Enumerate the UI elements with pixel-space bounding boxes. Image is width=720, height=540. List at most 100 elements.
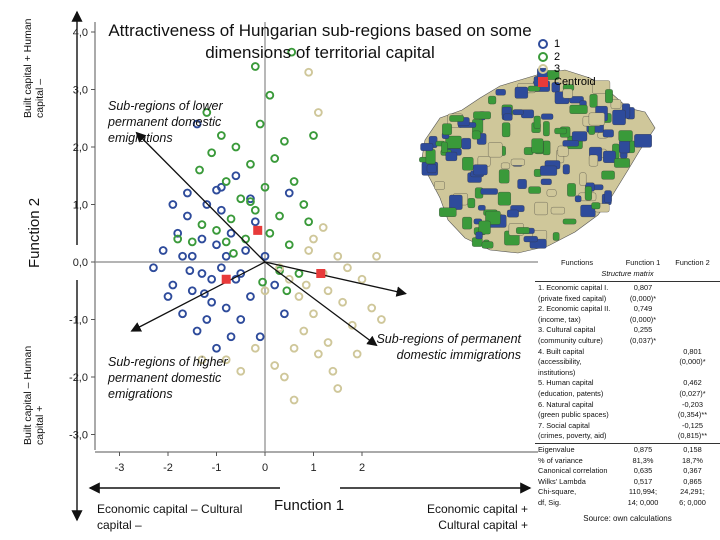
map-subregion <box>527 85 541 92</box>
map-subregion <box>569 104 588 114</box>
matrix-cell: (0,037)* <box>629 335 657 345</box>
table-header-function2: Function 2 <box>675 258 710 267</box>
map-subregion <box>434 181 445 190</box>
map-subregion <box>425 149 436 165</box>
stat-row: Chi-square, 110,994; 24,291; <box>535 487 720 498</box>
centroid-group-3 <box>316 269 326 278</box>
map-subregion <box>441 141 448 153</box>
legend: 1 2 3 Centroid <box>538 38 596 88</box>
stat-cell: 6; 0,000 <box>679 497 706 507</box>
map-subregion <box>501 162 510 170</box>
stat-cell: Canonical correlation <box>538 466 608 476</box>
stat-cell: 0,517 <box>633 476 653 486</box>
data-point-group-2 <box>246 159 255 169</box>
map-subregion <box>475 231 483 240</box>
map-subregion <box>604 190 612 203</box>
data-point-group-2 <box>212 226 221 235</box>
map-subregion <box>542 140 551 156</box>
data-point-group-2 <box>207 148 217 158</box>
source-note: Source: own calculations <box>583 514 672 524</box>
stat-cell: Wilks' Lambda <box>538 476 586 486</box>
data-point-group-3 <box>314 108 323 117</box>
matrix-cell: 0,255 <box>633 325 653 335</box>
stat-cell: 14; 0,000 <box>627 497 659 507</box>
data-point-group-1 <box>183 188 192 198</box>
data-point-group-2 <box>250 205 260 215</box>
stat-cell: 0,635 <box>633 466 653 476</box>
structure-matrix-table: Functions Function 1 Function 2 Structur… <box>535 258 720 525</box>
data-point-group-1 <box>217 263 226 273</box>
matrix-row: institutions) <box>535 368 720 379</box>
data-point-group-1 <box>270 280 280 290</box>
y-axis-label: Function 2 <box>26 197 43 268</box>
map-subregion <box>528 186 541 194</box>
x-left-side-label: Economic capital – Cultural capital – <box>97 502 243 532</box>
x-tick-label: 0 <box>262 462 268 474</box>
stat-cell: 110,994; <box>628 487 658 497</box>
map-subregion <box>541 113 554 120</box>
map-subregion <box>588 112 605 126</box>
matrix-cell: 0,462 <box>683 378 702 388</box>
y-tick-label: -3,0 <box>69 430 88 442</box>
map-subregion <box>540 165 558 176</box>
data-point-group-2 <box>195 165 204 175</box>
table-divider <box>535 281 720 282</box>
data-point-group-2 <box>275 211 284 221</box>
data-point-group-1 <box>226 228 236 238</box>
map-subregion <box>497 191 511 206</box>
stat-rows: Eigenvalue 0,875 0,158 % of variance 81,3% 18… <box>535 445 720 509</box>
data-point-group-1 <box>260 251 270 261</box>
data-point-group-1 <box>187 251 197 261</box>
data-point-group-2 <box>289 177 299 186</box>
map-subregion <box>478 205 486 211</box>
function2-bottom-side-label: Built capital – Human capital + <box>22 345 46 445</box>
matrix-row: 7. Social capital -0,125 <box>535 421 720 432</box>
legend-marker-3 <box>538 64 548 75</box>
data-point-group-2 <box>229 249 238 258</box>
data-point-group-3 <box>333 384 343 393</box>
data-point-group-1 <box>187 286 197 296</box>
map-subregion <box>462 216 473 230</box>
hungary-map <box>419 67 656 254</box>
legend-item-3: 3 <box>538 63 596 76</box>
map-subregion <box>562 218 577 225</box>
matrix-cell: -0,203 <box>682 399 703 409</box>
data-point-group-1 <box>192 119 202 129</box>
map-subregion <box>550 207 565 215</box>
map-subregion <box>439 207 457 217</box>
matrix-row: (green public spaces) (0,354)** <box>535 410 720 421</box>
data-point-group-2 <box>221 237 231 247</box>
matrix-cell: 2. Economic capital II. <box>538 304 611 314</box>
data-point-group-1 <box>241 246 250 255</box>
matrix-cell: 7. Social capital <box>538 420 590 430</box>
map-subregion <box>480 188 498 195</box>
matrix-cell: (private fixed capital) <box>538 293 607 303</box>
y-tick-label: 3,0 <box>73 85 88 97</box>
centroid-group-1 <box>221 274 231 284</box>
y-tick-label: -1,0 <box>69 315 88 327</box>
data-point-group-3 <box>236 366 246 376</box>
legend-label-3: 3 <box>554 63 561 76</box>
data-point-group-3 <box>372 251 381 261</box>
data-point-group-3 <box>270 361 280 370</box>
map-subregion <box>442 123 452 135</box>
map-subregion <box>531 138 544 154</box>
data-point-group-3 <box>294 292 304 301</box>
stat-row: % of variance 81,3% 18,7% <box>535 456 720 467</box>
data-point-group-3 <box>328 366 338 376</box>
data-point-group-2 <box>309 131 318 140</box>
data-point-group-1 <box>255 332 265 342</box>
matrix-cell: (income, tax) <box>538 314 581 324</box>
stat-row: Wilks' Lambda 0,517 0,865 <box>535 477 720 488</box>
matrix-cell: 0,749 <box>633 304 653 314</box>
stat-cell: 0,865 <box>683 476 702 486</box>
map-subregion <box>612 109 626 126</box>
map-subregion <box>467 198 476 208</box>
map-subregion <box>554 127 567 135</box>
data-point-group-1 <box>178 309 187 319</box>
data-point-group-3 <box>323 338 333 347</box>
table-header-functions: Functions <box>561 258 594 267</box>
chart-title: Attractiveness of Hungarian sub-regions … <box>108 21 532 62</box>
data-point-group-2 <box>265 228 275 238</box>
data-point-group-2 <box>241 234 250 244</box>
